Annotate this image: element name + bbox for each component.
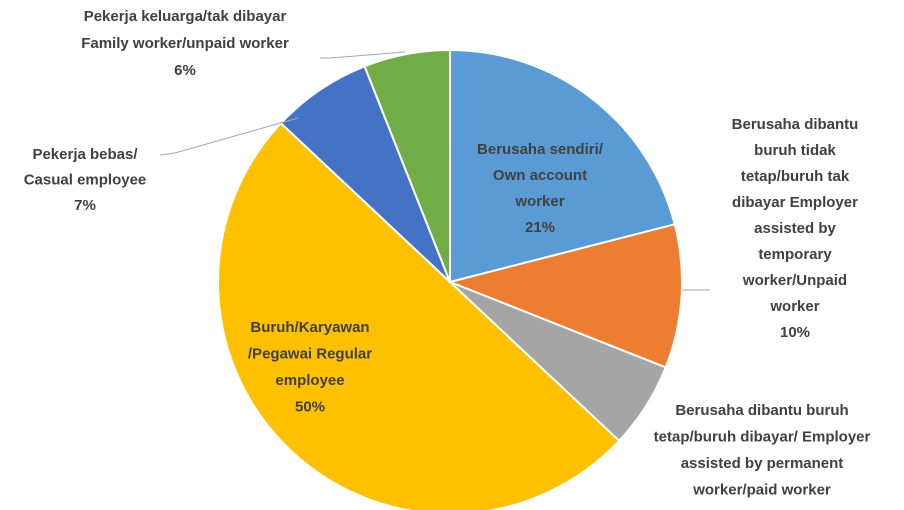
slice-label: Pekerja bebas/ [32, 146, 138, 163]
slice-label: Berusaha dibantu [732, 116, 859, 133]
slice-label: Berusaha dibantu buruh [675, 402, 848, 419]
slice-label: Berusaha sendiri/ [477, 141, 604, 158]
value-label: 6% [174, 62, 196, 79]
value-label: 7% [74, 197, 96, 214]
pie [217, 48, 683, 510]
slice-label: worker [514, 193, 564, 210]
slice-label: worker/Unpaid [742, 272, 847, 289]
value-label: 50% [295, 398, 325, 415]
value-label: 6% [751, 508, 773, 510]
leader-line [159, 117, 299, 156]
slice-label: tetap/buruh tak [741, 168, 850, 185]
slice-label: /Pegawai Regular [248, 345, 372, 362]
pie-slice [446, 223, 683, 369]
slice-label: temporary [758, 246, 832, 263]
slice-label: dibayar Employer [732, 194, 858, 211]
slice-label: tetap/buruh dibayar/ Employer [654, 428, 871, 445]
slice-label: worker [769, 298, 819, 315]
slice-label: employee [275, 372, 344, 389]
slice-label: assisted by permanent [681, 455, 844, 472]
slice-label: Casual employee [24, 171, 147, 188]
slice-label: Family worker/unpaid worker [81, 35, 289, 52]
pie-slice [449, 48, 676, 284]
slice-label: Pekerja keluarga/tak dibayar [84, 8, 287, 25]
pie-slice [363, 48, 451, 283]
leader-line [320, 51, 406, 59]
slice-label: assisted by [754, 220, 836, 237]
slice-label: Buruh/Karyawan [250, 319, 369, 336]
slice-label: Own account [493, 167, 587, 184]
pie-slice [217, 121, 621, 510]
value-label: 21% [525, 219, 555, 236]
pie-slice [279, 64, 451, 283]
value-label: 10% [780, 324, 810, 341]
slice-label: buruh tidak [754, 142, 836, 159]
slice-label: worker/paid worker [692, 481, 831, 498]
